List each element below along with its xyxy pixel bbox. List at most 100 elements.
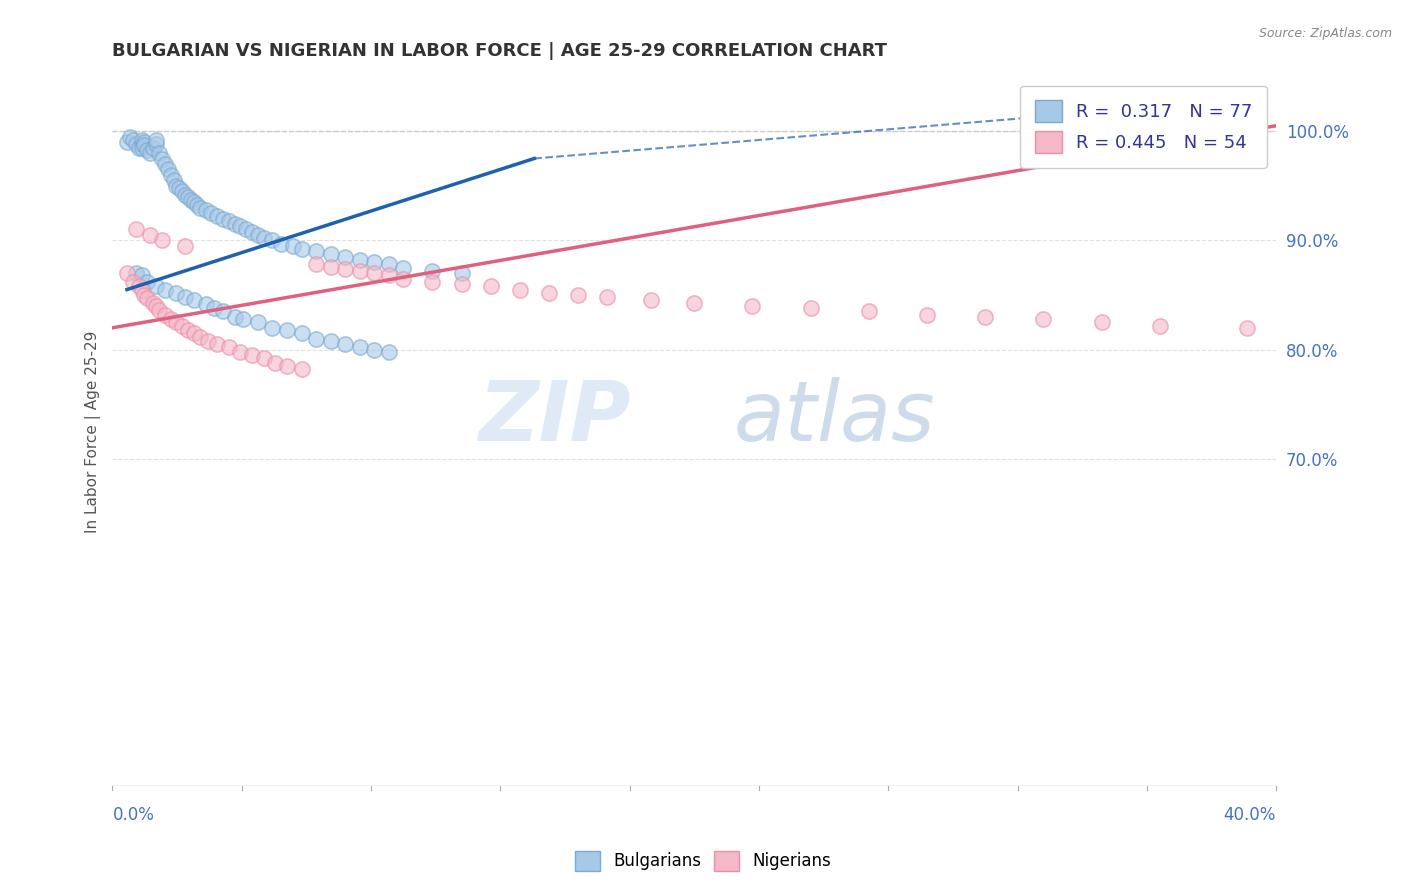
Point bbox=[229, 219, 252, 234]
Point bbox=[333, 261, 356, 276]
Point bbox=[139, 227, 162, 242]
Point bbox=[264, 356, 287, 370]
Point bbox=[159, 168, 181, 182]
Point bbox=[139, 146, 162, 161]
Legend: Bulgarians, Nigerians: Bulgarians, Nigerians bbox=[567, 842, 839, 880]
Point bbox=[172, 184, 194, 198]
Point bbox=[174, 239, 197, 253]
Point bbox=[305, 244, 328, 259]
Point bbox=[450, 266, 472, 280]
Point bbox=[422, 264, 444, 278]
Point bbox=[131, 268, 153, 283]
Point bbox=[229, 344, 252, 359]
Point bbox=[145, 137, 167, 152]
Point bbox=[125, 266, 148, 280]
Point bbox=[235, 222, 257, 236]
Point bbox=[1149, 318, 1171, 333]
Point bbox=[479, 279, 502, 293]
Point bbox=[125, 222, 148, 236]
Point bbox=[240, 225, 263, 239]
Point bbox=[145, 279, 167, 293]
Legend: R =  0.317   N = 77, R = 0.445   N = 54: R = 0.317 N = 77, R = 0.445 N = 54 bbox=[1021, 86, 1267, 168]
Point bbox=[422, 275, 444, 289]
Point bbox=[246, 315, 269, 329]
Point bbox=[169, 181, 191, 195]
Point bbox=[145, 299, 167, 313]
Point bbox=[974, 310, 997, 324]
Point bbox=[567, 288, 589, 302]
Point bbox=[165, 285, 187, 300]
Point bbox=[450, 277, 472, 291]
Point bbox=[276, 323, 298, 337]
Point bbox=[333, 337, 356, 351]
Point bbox=[134, 288, 156, 302]
Point bbox=[218, 213, 240, 227]
Point bbox=[363, 343, 385, 357]
Point bbox=[1090, 315, 1112, 329]
Point bbox=[194, 297, 217, 311]
Text: 40.0%: 40.0% bbox=[1223, 806, 1277, 824]
Point bbox=[378, 268, 401, 283]
Point bbox=[392, 260, 415, 275]
Point bbox=[118, 129, 141, 144]
Point bbox=[319, 246, 342, 260]
Point bbox=[188, 329, 211, 343]
Point bbox=[741, 299, 763, 313]
Point bbox=[128, 140, 150, 154]
Point bbox=[121, 275, 143, 289]
Point bbox=[212, 304, 235, 318]
Point bbox=[183, 195, 205, 210]
Point bbox=[115, 266, 138, 280]
Point bbox=[205, 337, 228, 351]
Point bbox=[281, 239, 304, 253]
Point bbox=[142, 140, 165, 154]
Point bbox=[509, 283, 531, 297]
Point bbox=[232, 312, 254, 326]
Point bbox=[205, 210, 228, 224]
Point bbox=[177, 190, 200, 204]
Point bbox=[800, 301, 823, 315]
Text: Source: ZipAtlas.com: Source: ZipAtlas.com bbox=[1258, 27, 1392, 40]
Point bbox=[305, 257, 328, 271]
Point bbox=[915, 308, 938, 322]
Point bbox=[596, 290, 619, 304]
Point bbox=[333, 250, 356, 264]
Point bbox=[165, 315, 187, 329]
Point bbox=[188, 201, 211, 215]
Point bbox=[180, 193, 202, 207]
Text: atlas: atlas bbox=[733, 376, 935, 458]
Point bbox=[640, 293, 662, 308]
Point bbox=[319, 334, 342, 348]
Point bbox=[363, 266, 385, 280]
Point bbox=[246, 227, 269, 242]
Point bbox=[183, 293, 205, 308]
Point bbox=[159, 312, 181, 326]
Point bbox=[136, 275, 159, 289]
Point bbox=[183, 326, 205, 341]
Point bbox=[131, 140, 153, 154]
Point bbox=[276, 359, 298, 373]
Point bbox=[290, 362, 312, 376]
Point bbox=[253, 231, 276, 245]
Point bbox=[290, 326, 312, 341]
Point bbox=[262, 234, 284, 248]
Point bbox=[197, 334, 219, 348]
Point bbox=[174, 290, 197, 304]
Point bbox=[349, 253, 371, 268]
Point bbox=[319, 260, 342, 274]
Point bbox=[218, 341, 240, 355]
Point bbox=[134, 138, 156, 153]
Point bbox=[262, 320, 284, 334]
Point bbox=[305, 332, 328, 346]
Point bbox=[165, 178, 187, 193]
Point bbox=[1236, 320, 1258, 334]
Point bbox=[145, 133, 167, 147]
Text: BULGARIAN VS NIGERIAN IN LABOR FORCE | AGE 25-29 CORRELATION CHART: BULGARIAN VS NIGERIAN IN LABOR FORCE | A… bbox=[112, 42, 887, 60]
Point bbox=[240, 348, 263, 362]
Point bbox=[153, 157, 176, 171]
Point bbox=[177, 323, 200, 337]
Point bbox=[392, 271, 415, 285]
Point bbox=[224, 310, 246, 324]
Point bbox=[156, 162, 179, 177]
Y-axis label: In Labor Force | Age 25-29: In Labor Force | Age 25-29 bbox=[86, 330, 101, 533]
